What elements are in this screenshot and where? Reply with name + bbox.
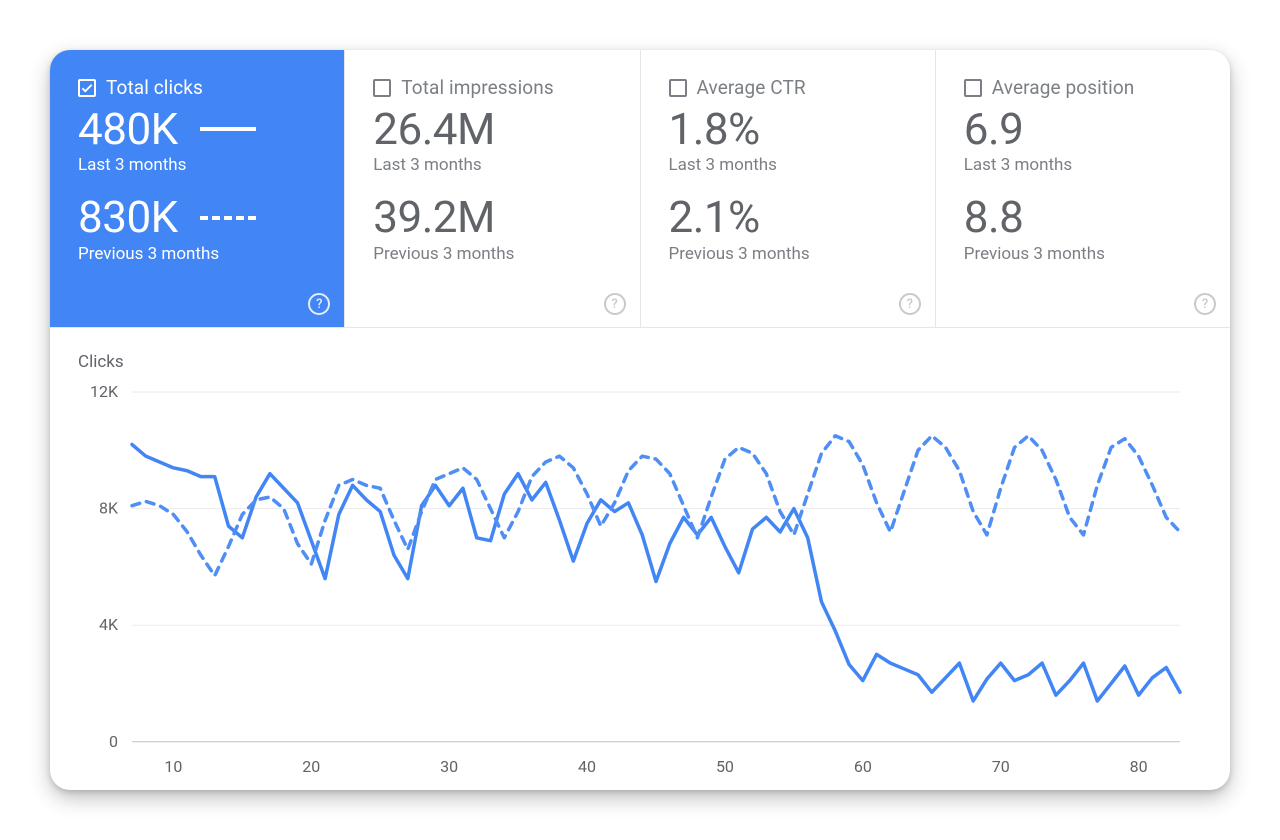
metric-card-total-impressions[interactable]: Total impressions 26.4M Last 3 months 39… xyxy=(344,50,639,327)
help-icon[interactable]: ? xyxy=(1194,293,1216,315)
svg-text:8K: 8K xyxy=(99,499,119,518)
svg-text:30: 30 xyxy=(440,757,458,776)
svg-text:0: 0 xyxy=(109,732,118,751)
metric-previous-period: Previous 3 months xyxy=(78,244,316,264)
svg-text:50: 50 xyxy=(716,757,734,776)
metric-previous-period: Previous 3 months xyxy=(669,244,907,264)
help-icon[interactable]: ? xyxy=(308,293,330,315)
metric-card-total-clicks[interactable]: Total clicks 480K Last 3 months 830K Pre… xyxy=(50,50,344,327)
legend-solid-icon xyxy=(200,127,256,131)
metric-current-value: 1.8% xyxy=(669,105,760,153)
svg-text:40: 40 xyxy=(578,757,596,776)
svg-text:4K: 4K xyxy=(99,615,119,634)
checkbox-unchecked-icon[interactable] xyxy=(669,79,687,97)
clicks-line-chart: 0 4K 8K 12K 10 20 30 40 50 60 70 80 xyxy=(74,380,1190,782)
legend-dashed-icon xyxy=(200,216,256,220)
svg-text:12K: 12K xyxy=(90,382,119,401)
checkbox-checked-icon[interactable] xyxy=(78,79,96,97)
metric-current-period: Last 3 months xyxy=(78,155,316,175)
svg-text:10: 10 xyxy=(164,757,182,776)
metrics-row: Total clicks 480K Last 3 months 830K Pre… xyxy=(50,50,1230,328)
checkbox-unchecked-icon[interactable] xyxy=(964,79,982,97)
metric-previous-value: 2.1% xyxy=(669,193,760,241)
svg-text:80: 80 xyxy=(1130,757,1148,776)
metric-previous-value: 830K xyxy=(78,193,178,241)
metric-current-period: Last 3 months xyxy=(964,155,1202,175)
metric-title: Average position xyxy=(992,76,1135,99)
help-icon[interactable]: ? xyxy=(899,293,921,315)
metric-previous-value: 39.2M xyxy=(373,193,495,241)
metric-title: Average CTR xyxy=(697,76,806,99)
metric-title: Total clicks xyxy=(106,76,203,99)
chart-area: Clicks 0 4K 8K 12K 10 20 30 40 50 60 70 80 xyxy=(50,328,1230,790)
metric-current-value: 6.9 xyxy=(964,105,1024,153)
metric-card-average-ctr[interactable]: Average CTR 1.8% Last 3 months 2.1% Prev… xyxy=(640,50,935,327)
chart-title: Clicks xyxy=(78,352,1190,372)
metric-previous-period: Previous 3 months xyxy=(373,244,611,264)
metric-current-period: Last 3 months xyxy=(669,155,907,175)
svg-text:20: 20 xyxy=(302,757,320,776)
svg-text:70: 70 xyxy=(992,757,1010,776)
metric-previous-value: 8.8 xyxy=(964,193,1024,241)
metric-title: Total impressions xyxy=(401,76,554,99)
svg-text:60: 60 xyxy=(854,757,872,776)
metric-current-value: 26.4M xyxy=(373,105,495,153)
metric-current-value: 480K xyxy=(78,105,178,153)
checkbox-unchecked-icon[interactable] xyxy=(373,79,391,97)
metric-card-average-position[interactable]: Average position 6.9 Last 3 months 8.8 P… xyxy=(935,50,1230,327)
metric-current-period: Last 3 months xyxy=(373,155,611,175)
help-icon[interactable]: ? xyxy=(604,293,626,315)
metric-previous-period: Previous 3 months xyxy=(964,244,1202,264)
performance-card: Total clicks 480K Last 3 months 830K Pre… xyxy=(50,50,1230,790)
